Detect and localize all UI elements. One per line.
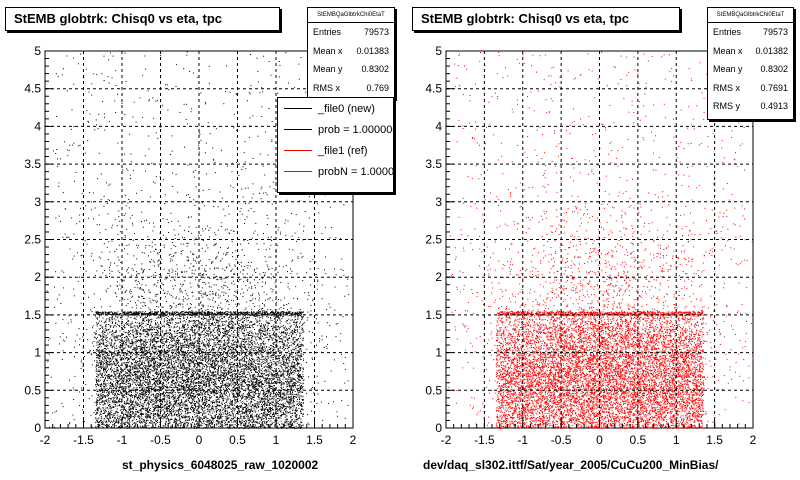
stats-value: 0.769 bbox=[366, 79, 389, 98]
legend-line-red bbox=[284, 150, 312, 151]
y-tick-label: 2 bbox=[435, 270, 442, 284]
stats-row-mean-y-right: Mean y 0.8302 bbox=[708, 60, 793, 79]
y-tick-label: 0.5 bbox=[425, 383, 442, 397]
y-tick-label: 2.5 bbox=[24, 233, 41, 247]
legend-entry-prob: prob = 1.000000 bbox=[278, 119, 393, 140]
legend-line-black bbox=[284, 129, 312, 130]
stats-row-entries-left: Entries 79573 bbox=[308, 23, 394, 42]
y-tick-label: 0 bbox=[435, 421, 442, 435]
x-axis-title-right: dev/daq_sl302.ittf/Sat/year_2005/CuCu200… bbox=[423, 458, 718, 472]
y-tick-label: 3 bbox=[435, 195, 442, 209]
y-tick-label: 3 bbox=[34, 195, 41, 209]
y-tick-label: 0.5 bbox=[24, 383, 41, 397]
stats-row-mean-y-left: Mean y 0.8302 bbox=[308, 60, 394, 79]
y-tick-label: 1.5 bbox=[425, 308, 442, 322]
stats-row-mean-x-left: Mean x 0.01383 bbox=[308, 42, 394, 61]
legend-label: prob = 1.000000 bbox=[318, 124, 393, 136]
y-tick-label: 3.5 bbox=[425, 157, 442, 171]
stats-row-rms-x-right: RMS x 0.7691 bbox=[708, 79, 793, 98]
y-tick-label: 3.5 bbox=[24, 157, 41, 171]
stats-label: Entries bbox=[313, 23, 341, 42]
stats-row-rms-x-left: RMS x 0.769 bbox=[308, 79, 394, 98]
y-tick-label: 2.5 bbox=[425, 233, 442, 247]
stats-value: 0.4913 bbox=[760, 97, 788, 116]
legend-line-red bbox=[284, 171, 312, 172]
legend-entry-probn: probN = 1.000000 bbox=[278, 161, 393, 182]
stats-box-right: StEMBQaGlbtrkChi0EtaT Entries 79573 Mean… bbox=[707, 7, 794, 120]
legend-entry-file0: _file0 (new) bbox=[278, 98, 393, 119]
stats-box-left: StEMBQaGlbtrkChi0EtaT Entries 79573 Mean… bbox=[307, 7, 395, 99]
x-tick-label: 1.5 bbox=[706, 433, 723, 447]
x-tick-label: 0.5 bbox=[630, 433, 647, 447]
y-tick-label: 4 bbox=[34, 119, 41, 133]
scatter-points bbox=[46, 51, 354, 429]
y-tick-label: 1.5 bbox=[24, 308, 41, 322]
stats-label: RMS y bbox=[713, 97, 740, 116]
stats-name-left: StEMBQaGlbtrkChi0EtaT bbox=[308, 8, 394, 23]
stats-label: Mean y bbox=[313, 60, 343, 79]
x-tick-label: -0.5 bbox=[551, 433, 572, 447]
x-tick-label: 1 bbox=[673, 433, 680, 447]
stats-row-entries-right: Entries 79573 bbox=[708, 23, 793, 42]
x-tick-label: -2 bbox=[40, 433, 51, 447]
stats-value: 79573 bbox=[364, 23, 389, 42]
x-tick-label: 1.5 bbox=[306, 433, 323, 447]
stats-value: 79573 bbox=[763, 23, 788, 42]
stats-value: 0.8302 bbox=[760, 60, 788, 79]
chart-title-right: StEMB globtrk: Chisq0 vs eta, tpc bbox=[412, 7, 680, 31]
legend-line-black bbox=[284, 108, 312, 109]
x-tick-label: 0.5 bbox=[229, 433, 246, 447]
x-tick-label: 1 bbox=[273, 433, 280, 447]
stats-label: Mean x bbox=[313, 42, 343, 61]
x-tick-label: 2 bbox=[350, 433, 357, 447]
x-tick-label: -0.5 bbox=[150, 433, 171, 447]
x-tick-label: -1 bbox=[117, 433, 128, 447]
legend-label: probN = 1.000000 bbox=[318, 166, 393, 178]
legend-label: _file1 (ref) bbox=[318, 145, 368, 157]
x-tick-label: -2 bbox=[441, 433, 452, 447]
stats-label: RMS x bbox=[713, 79, 740, 98]
y-tick-label: 2 bbox=[34, 270, 41, 284]
y-tick-label: 1 bbox=[34, 346, 41, 360]
stats-label: Mean x bbox=[713, 42, 743, 61]
stats-row-rms-y-right: RMS y 0.4913 bbox=[708, 97, 793, 116]
x-tick-label: -1.5 bbox=[73, 433, 94, 447]
legend-label: _file0 (new) bbox=[318, 103, 375, 115]
x-tick-label: 2 bbox=[750, 433, 757, 447]
y-tick-label: 0 bbox=[34, 421, 41, 435]
stats-value: 0.01383 bbox=[356, 42, 389, 61]
stats-label: RMS x bbox=[313, 79, 340, 98]
stats-row-mean-x-right: Mean x 0.01382 bbox=[708, 42, 793, 61]
x-tick-label: -1 bbox=[517, 433, 528, 447]
y-tick-label: 4.5 bbox=[24, 82, 41, 96]
legend-box: _file0 (new) prob = 1.000000 _file1 (ref… bbox=[277, 97, 394, 193]
chart-title-left: StEMB globtrk: Chisq0 vs eta, tpc bbox=[5, 7, 280, 31]
stats-value: 0.7691 bbox=[760, 79, 788, 98]
y-tick-label: 5 bbox=[34, 44, 41, 58]
x-tick-label: 0 bbox=[196, 433, 203, 447]
stats-name-right: StEMBQaGlbtrkChi0EtaT bbox=[708, 8, 793, 23]
x-axis-title-left: st_physics_6048025_raw_1020002 bbox=[122, 458, 318, 472]
stats-label: Entries bbox=[713, 23, 741, 42]
stats-value: 0.01382 bbox=[755, 42, 788, 61]
y-tick-label: 4.5 bbox=[425, 82, 442, 96]
x-tick-label: -1.5 bbox=[474, 433, 495, 447]
y-tick-label: 1 bbox=[435, 346, 442, 360]
legend-entry-file1: _file1 (ref) bbox=[278, 140, 393, 161]
x-tick-label: 0 bbox=[596, 433, 603, 447]
y-tick-label: 4 bbox=[435, 119, 442, 133]
stats-value: 0.8302 bbox=[361, 60, 389, 79]
y-tick-label: 5 bbox=[435, 44, 442, 58]
stats-label: Mean y bbox=[713, 60, 743, 79]
plot-right: -2 -1.5 -1 -0.5 0 0.5 1 1.5 2 0 0.5 1 1.5 2 2.5 3 3.5 4 4.… bbox=[425, 44, 756, 447]
